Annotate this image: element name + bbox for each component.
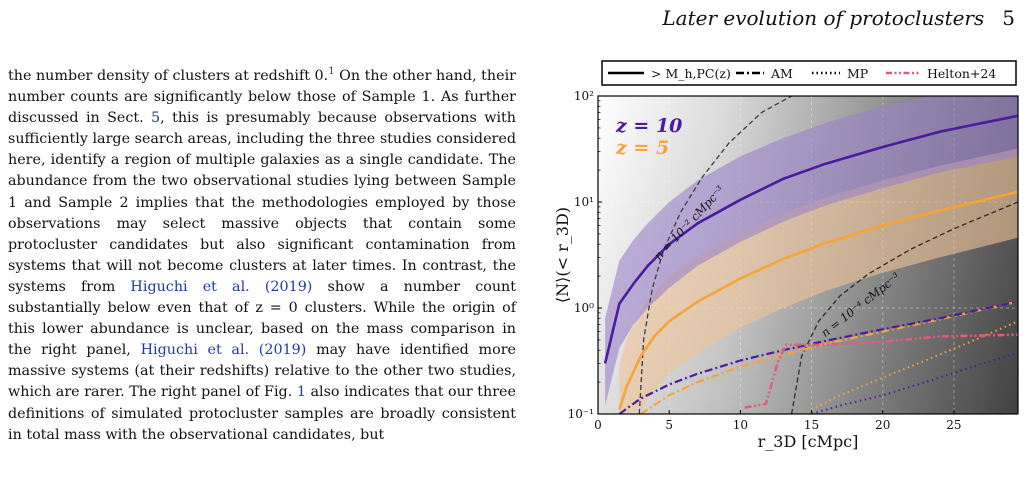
figure: > M_h,PC(z) AM MP Helton+24 0 5 10 15 20 25 10⁻¹ 1… [520, 58, 1020, 472]
x-tick-label: 20 [875, 418, 890, 432]
density-curve-1e-2 [638, 96, 792, 414]
z10-scatter-band [605, 96, 1018, 406]
text-span: also indicates that our three definition… [8, 384, 516, 443]
page-number: 5 [1002, 6, 1015, 30]
plot-frame [597, 95, 1019, 415]
x-tick-label: 5 [665, 418, 673, 432]
citation-link[interactable]: Higuchi et al. (2019) [140, 342, 307, 359]
y-tick-label: 10¹ [574, 195, 594, 209]
running-title: Later evolution of protoclusters [662, 6, 985, 30]
x-tick-label: 15 [804, 418, 819, 432]
y-tick-label: 10⁻¹ [568, 407, 594, 421]
z10-am-line [618, 300, 1018, 414]
y-tick-label: 10⁰ [574, 301, 594, 315]
helton-line [744, 333, 1018, 409]
z10-solid-line [603, 114, 1018, 364]
legend-label: > M_h,PC(z) [651, 66, 731, 81]
legend-label: Helton+24 [927, 66, 996, 81]
legend-label: AM [770, 66, 793, 81]
footnote-link[interactable]: 1 [328, 66, 335, 77]
footnote-marker[interactable]: 1 [328, 66, 334, 77]
z5-mp-line [811, 320, 1018, 411]
running-header: Later evolution of protoclusters 5 [662, 6, 1015, 30]
chart: > M_h,PC(z) AM MP Helton+24 0 5 10 15 20 25 10⁻¹ 1… [553, 60, 1019, 451]
z5-am-line [640, 300, 1018, 414]
z5-solid-line [618, 190, 1018, 410]
z10-mp-line [811, 351, 1018, 414]
redshift-label: z = 10 [615, 115, 682, 137]
text-span: , this is presumably because observation… [8, 110, 516, 295]
citation-link[interactable]: Higuchi et al. (2019) [130, 278, 313, 295]
legend-box [601, 60, 1017, 86]
x-tick-label: 0 [594, 418, 602, 432]
y-tick-label: 10² [574, 89, 594, 103]
text-span: show a number count substantially below … [8, 278, 516, 359]
x-axis-label: r_3D [cMpc] [758, 432, 859, 451]
text-span: may have identified more massive systems… [8, 342, 516, 401]
redshift-label: z = 5 [615, 137, 669, 159]
y-axis-label: ⟨N⟩(< r_3D) [553, 207, 572, 303]
legend-label: MP [847, 66, 868, 81]
text-span: the number density of clusters at redshi… [8, 68, 329, 84]
section-link[interactable]: 5 [151, 110, 161, 127]
body-paragraph: the number density of clusters at redshi… [8, 66, 516, 446]
x-tick-label: 10 [733, 418, 748, 432]
text-span: On the other hand, their number counts a… [8, 68, 516, 127]
x-tick-label: 25 [946, 418, 961, 432]
figure-link[interactable]: 1 [296, 384, 306, 401]
